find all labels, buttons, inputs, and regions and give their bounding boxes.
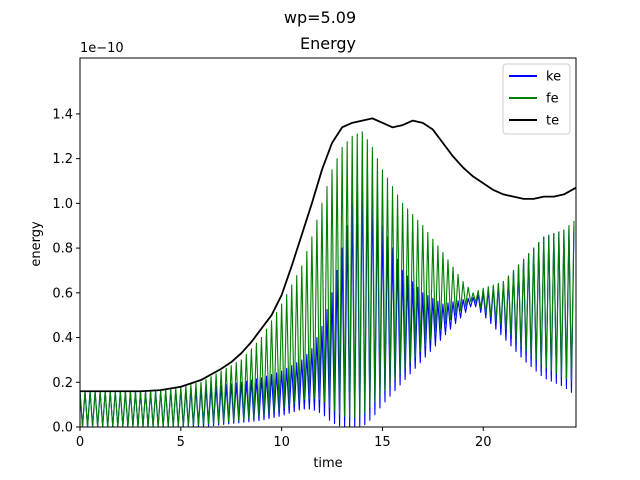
legend-label-fe: fe: [546, 92, 559, 107]
y-axis-label: energy: [29, 221, 44, 267]
x-axis-label: time: [313, 456, 342, 471]
x-tick-label: 10: [273, 435, 290, 450]
y-tick-label: 0.8: [52, 242, 73, 257]
y-tick-label: 1.4: [52, 107, 73, 122]
legend: ke fe te: [502, 63, 571, 135]
x-tick-label: 15: [374, 435, 391, 450]
plot-frame: [79, 57, 577, 428]
y-tick-label: 0.0: [52, 421, 73, 436]
y-tick-label: 0.2: [52, 376, 73, 391]
series-te-line: [80, 117, 576, 393]
y-tick-label: 0.4: [52, 331, 73, 346]
y-tick-label: 0.6: [52, 286, 73, 301]
x-tick-label: 5: [177, 435, 185, 450]
chart-title: Energy: [300, 34, 356, 53]
figure-suptitle: wp=5.09: [284, 8, 356, 27]
y-tick-label: 1.0: [52, 197, 73, 212]
x-tick-label: 20: [475, 435, 492, 450]
x-tick-label: 0: [76, 435, 84, 450]
series-layer: [80, 117, 576, 427]
y-tick-label: 1.2: [52, 152, 73, 167]
series-fe-line: [80, 131, 575, 427]
y-scale-offset-label: 1e−10: [80, 41, 124, 56]
axes-layer: 0 5 10 15 20 0.0 0.2 0.4 0.6 0.8 1.0 1.2 1.4: [52, 57, 577, 450]
legend-label-ke: ke: [546, 70, 561, 85]
legend-label-te: te: [546, 114, 559, 129]
